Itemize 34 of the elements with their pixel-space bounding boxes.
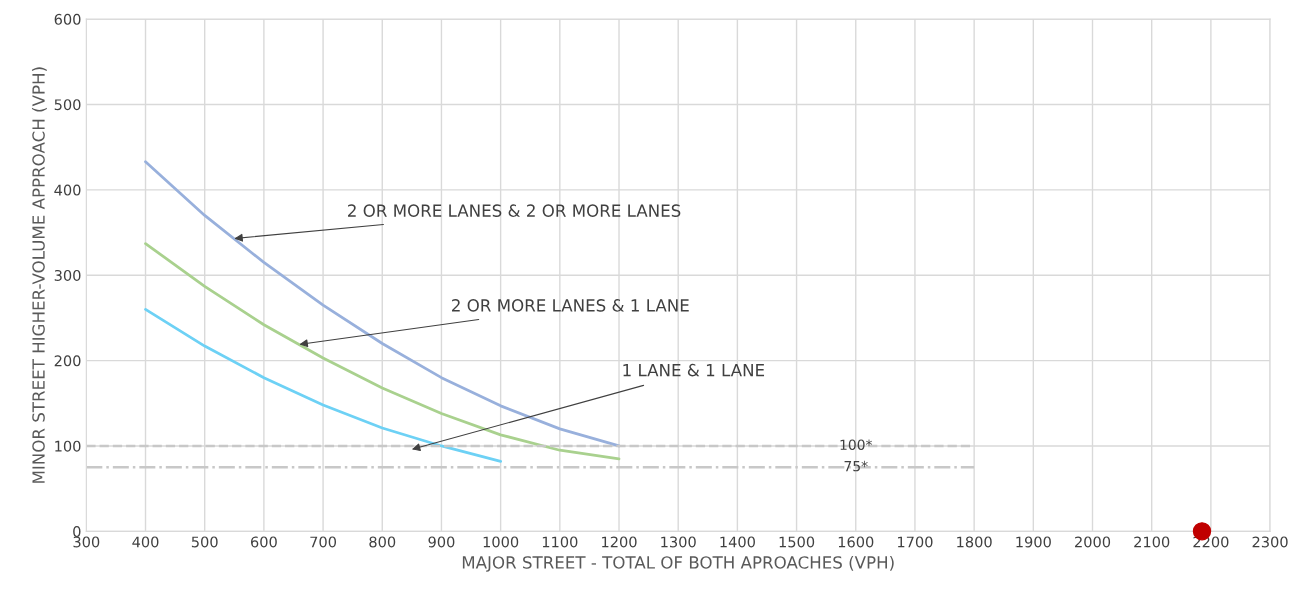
x-axis-title: MAJOR STREET - TOTAL OF BOTH APROACHES (VPH): [462, 555, 894, 572]
x-tick-label: 2000: [1075, 536, 1111, 548]
y-tick-label: 400: [54, 184, 81, 196]
x-tick-label: 1000: [483, 536, 519, 548]
annotation: 100*: [840, 439, 873, 450]
x-tick-label: 1900: [1016, 536, 1051, 548]
annotation: 2 OR MORE LANES & 1 LANE: [452, 299, 689, 312]
x-tick-label: 1500: [779, 536, 815, 548]
x-tick-label: 2300: [1252, 536, 1288, 548]
x-tick-label: 900: [428, 536, 455, 548]
x-tick-label: 600: [250, 536, 277, 548]
x-tick-label: 500: [191, 536, 218, 548]
x-tick-label: 1800: [957, 536, 992, 548]
x-tick-label: 1300: [661, 536, 696, 548]
annotation: 75*: [844, 460, 868, 472]
x-tick-label: 1700: [897, 536, 933, 548]
y-tick-label: 500: [54, 99, 81, 111]
y-tick-label: 100: [55, 440, 81, 452]
x-tick-label: 1600: [838, 536, 874, 548]
x-tick-label: 1200: [602, 536, 637, 548]
y-axis-title: MINOR STREET HIGHER-VOLUME APPROACH (VPH): [31, 67, 47, 483]
x-tick-label: 1400: [720, 536, 755, 548]
x-tick-label: 700: [310, 536, 337, 548]
x-tick-label: 2100: [1134, 536, 1170, 548]
x-tick-label: 300: [73, 536, 100, 548]
y-tick-label: 600: [54, 13, 81, 25]
y-tick-label: 0: [73, 526, 81, 538]
annotation: 1 LANE & 1 LANE: [623, 363, 765, 377]
x-tick-label: 400: [132, 536, 159, 548]
annotation: 2 OR MORE LANES & 2 OR MORE LANES: [348, 204, 681, 217]
y-tick-label: 200: [54, 355, 81, 367]
x-tick-label: 800: [369, 536, 396, 548]
x-tick-label: 1100: [542, 536, 578, 548]
y-tick-label: 300: [54, 269, 81, 281]
